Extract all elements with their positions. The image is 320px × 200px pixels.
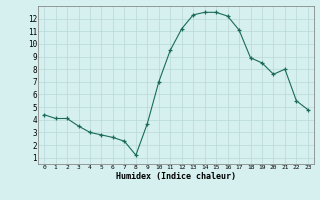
X-axis label: Humidex (Indice chaleur): Humidex (Indice chaleur) [116,172,236,181]
